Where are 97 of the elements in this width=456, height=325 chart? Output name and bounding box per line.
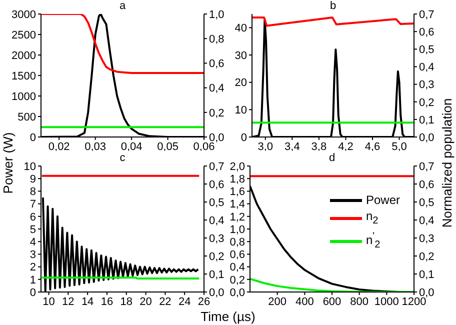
y-tick-label: 1,4 [230, 198, 245, 211]
y-tick-label: 0,8 [230, 236, 245, 249]
x-tick-label: 4,2 [338, 140, 354, 153]
y2-tick-label: 0,7 [419, 160, 434, 173]
y2-tick-label: 0,6 [419, 178, 434, 191]
y2-tick-label: 0,3 [419, 232, 434, 245]
x-tick-label: 12 [62, 296, 74, 308]
x-tick-label: 10 [42, 296, 55, 308]
y2-tick-label: 0,0 [419, 132, 434, 144]
y2-tick-label: 0,8 [209, 34, 224, 46]
y-tick-label: 5 [30, 224, 36, 236]
y-tick-label: 6 [30, 211, 36, 224]
y-tick-label: 0,6 [230, 249, 245, 262]
x-tick-label: 0,05 [157, 140, 178, 153]
x-tick-label: 200 [268, 296, 287, 308]
x-tick-label: 20 [140, 296, 152, 308]
y-tick-label: 8 [30, 186, 36, 198]
x-tick-label: 24 [178, 296, 191, 308]
y-tick-label: 2 [30, 262, 36, 274]
x-axis-title: Time (µs) [200, 309, 256, 324]
y-tick-label: 1000 [12, 90, 36, 103]
y2-tick-label: 0,6 [419, 26, 434, 38]
x-tick-label: 22 [159, 296, 172, 308]
y-tick-label: 2000 [12, 50, 36, 62]
y-tick-label: 0 [30, 286, 36, 299]
x-tick-label: 14 [81, 296, 94, 308]
y-tick-label: 30 [234, 50, 247, 62]
y-tick-label: 3 [30, 249, 36, 262]
y2-tick-label: 0,2 [209, 250, 224, 263]
y2-tick-label: 1,0 [209, 8, 224, 21]
chart-title: b [328, 0, 338, 13]
x-tick-label: 4,6 [364, 140, 380, 153]
y-tick-label: 0,0 [230, 286, 245, 299]
y2-tick-label: 0,6 [209, 58, 224, 70]
y-tick-label: 20 [234, 77, 247, 90]
y-tick-label: 1,2 [230, 211, 245, 224]
y-tick-label: 3000 [12, 8, 36, 21]
y2-tick-label: 0,7 [419, 8, 434, 21]
y2-tick-label: 0,1 [419, 114, 434, 126]
y-tick-label: 2,0 [230, 160, 245, 173]
y2-tick-label: 0,2 [209, 107, 224, 120]
y2-tick-label: 0,6 [209, 178, 224, 191]
y-tick-label: 9 [30, 174, 36, 186]
legend-label: Power [366, 192, 400, 208]
y-tick-label: 7 [30, 198, 36, 211]
x-tick-label: 26 [198, 296, 210, 308]
y-tick-label: 1,6 [230, 186, 245, 198]
chart-title: c [118, 152, 126, 165]
x-tick-label: 800 [350, 296, 369, 308]
y2-tick-label: 0,5 [209, 196, 224, 209]
y2-tick-label: 0,4 [209, 82, 224, 95]
y2-tick-label: 0,3 [419, 79, 434, 92]
legend-label: n$_{2}$ [366, 208, 378, 228]
y2-tick-label: 0,4 [419, 62, 434, 74]
y-tick-label: 1500 [12, 70, 36, 82]
y2-tick-label: 0,2 [419, 250, 434, 263]
x-tick-label: 0,03 [84, 140, 106, 153]
chart-title: a [118, 0, 127, 13]
y2-tick-label: 0,5 [419, 44, 434, 56]
line-series [41, 14, 204, 74]
y-tick-label: 40 [234, 22, 247, 35]
y2-tick-label: 0,0 [209, 286, 224, 299]
y2-tick-label: 0,3 [209, 232, 224, 245]
x-tick-label: 400 [295, 296, 314, 308]
x-tick-label: 16 [100, 296, 114, 308]
x-tick-label: 5,0 [392, 140, 407, 153]
x-tick-label: 18 [120, 296, 133, 308]
y2-tick-label: 0,2 [419, 96, 434, 109]
y-tick-label: 2500 [12, 29, 36, 42]
y-axis-title: Power (W) [0, 132, 16, 194]
x-tick-label: 3,8 [311, 140, 327, 153]
x-tick-label: 0,04 [120, 140, 142, 153]
y2-tick-label: 0,1 [419, 268, 434, 281]
y-tick-label: 0 [240, 132, 247, 144]
y2-tick-label: 0,7 [209, 160, 224, 173]
x-tick-label: 600 [322, 296, 342, 308]
y-tick-label: 1,8 [230, 174, 245, 186]
x-tick-label: 0,02 [48, 140, 70, 153]
chart-title: d [328, 152, 336, 165]
y-tick-label: 0 [30, 132, 36, 144]
y2-tick-label: 0,4 [209, 214, 224, 227]
x-tick-label: 3,0 [258, 140, 274, 153]
x-tick-label: 3,4 [284, 140, 300, 153]
y-tick-label: 0,4 [230, 262, 245, 274]
y-tick-label: 0,2 [230, 274, 245, 286]
y-tick-label: 500 [18, 111, 36, 124]
y-tick-label: 1 [30, 274, 36, 286]
y-tick-label: 1,0 [230, 224, 245, 236]
y2-axis-title: Normalized population [440, 98, 454, 228]
y-tick-label: 4 [30, 236, 36, 249]
y2-tick-label: 0,1 [209, 268, 224, 281]
line-series [252, 16, 414, 27]
y2-tick-label: 0,5 [419, 196, 434, 209]
x-tick-label: 1000 [374, 296, 399, 308]
y-tick-label: 10 [24, 160, 36, 173]
y2-tick-label: 0,4 [419, 214, 434, 227]
y-tick-label: 10 [234, 104, 247, 117]
